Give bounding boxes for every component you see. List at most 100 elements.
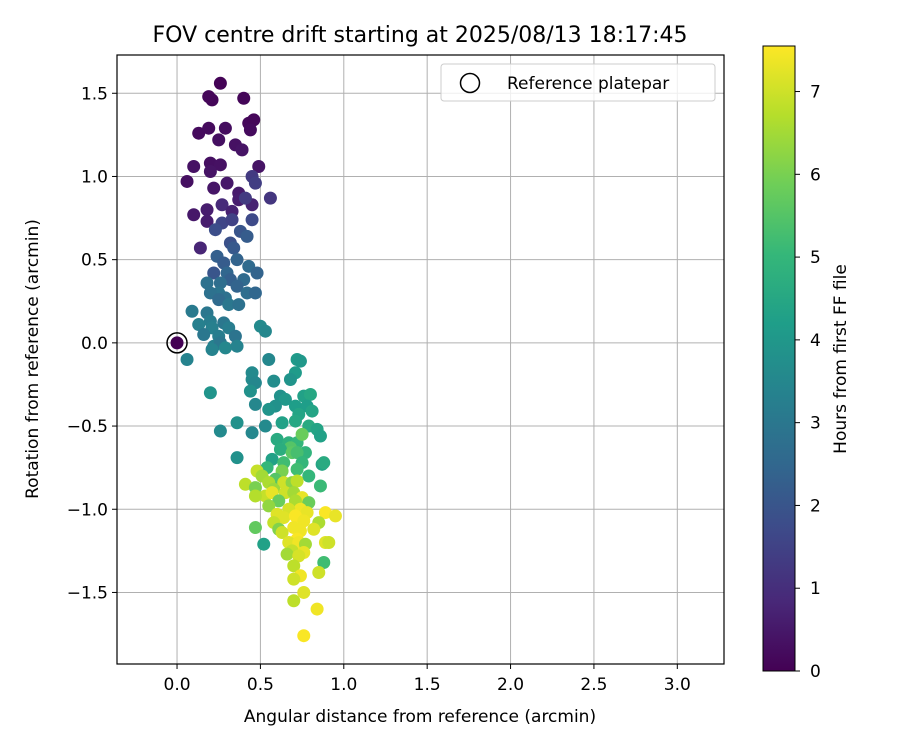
data-point [243,384,257,398]
data-point [277,511,291,525]
data-point [207,181,221,195]
data-point [317,456,331,470]
data-point [287,594,301,608]
data-point [212,133,226,147]
data-point [202,121,216,135]
x-axis-label: Angular distance from reference (arcmin) [244,707,596,727]
data-point [272,494,286,508]
data-point [252,159,266,173]
colorbar-tick-label: 4 [810,331,821,351]
y-tick-label: 0.0 [81,334,108,354]
data-point [200,214,214,228]
data-point [283,372,297,386]
data-point [287,572,301,586]
data-points [180,76,342,643]
data-point [258,324,272,338]
data-point [258,419,272,433]
data-point [248,286,262,300]
data-point [192,126,206,140]
grid-lines [117,55,724,664]
data-point [230,253,244,267]
plot-frame [116,54,725,665]
data-point [263,191,277,205]
data-point [275,526,289,540]
data-point [205,343,219,357]
colorbar-tick-label: 0 [810,662,821,682]
data-point [247,113,261,127]
data-point [213,276,227,290]
data-point [218,341,232,355]
x-tick-label: 1.5 [414,675,441,695]
data-point [312,565,326,579]
data-point [278,392,292,406]
y-tick-label: 1.5 [81,84,108,104]
data-point [250,266,264,280]
data-point [273,442,287,456]
data-point [180,174,194,188]
x-tick-label: 0.0 [164,675,191,695]
data-point [297,629,311,643]
colorbar-label: Hours from first FF file [831,264,851,454]
data-point [217,256,231,270]
data-point [203,164,217,178]
data-point [245,213,259,227]
data-point [313,479,327,493]
data-point [207,266,221,280]
data-point [245,426,259,440]
colorbar-tick-label: 1 [810,579,821,599]
data-point [288,414,302,428]
data-point [213,158,227,172]
data-point [230,416,244,430]
data-point [267,374,281,388]
data-point [200,276,214,290]
data-point [270,432,284,446]
data-point [225,213,239,227]
data-point [290,474,304,488]
colorbar-tick-label: 7 [810,83,821,103]
data-point [235,143,249,157]
data-point [200,203,214,217]
data-point [230,339,244,353]
y-tick-label: 1.0 [81,167,108,187]
data-point [220,176,234,190]
reference-point [170,336,184,350]
data-point [290,446,304,460]
data-point [310,602,324,616]
y-axis-ticks: −1.5 −1.0 −0.5 0.0 0.5 1.0 1.5 [67,84,117,603]
data-point [237,91,251,105]
reference-ring [166,332,188,354]
data-point [328,509,342,523]
data-point [227,241,241,255]
data-point [262,353,276,366]
y-tick-label: −1.0 [67,500,108,520]
data-point [322,536,336,550]
x-axis-ticks: 0.0 0.5 1.0 1.5 2.0 2.5 3.0 [164,664,691,695]
data-point [307,522,321,536]
data-point [243,123,257,137]
data-point [193,241,207,255]
data-point [222,298,236,312]
y-axis-label: Rotation from reference (arcmin) [23,219,43,499]
data-point [212,293,226,307]
data-point [290,462,304,476]
legend-marker [459,72,481,94]
data-point [293,354,307,368]
x-tick-label: 2.0 [497,675,524,695]
data-point [305,404,319,418]
data-point [292,549,306,563]
data-point [240,229,254,243]
data-point [295,427,309,441]
data-point [215,198,229,212]
data-point [218,121,232,135]
data-point [303,387,317,401]
legend: Reference platepar [440,63,716,102]
data-point [187,159,201,173]
data-point [248,397,262,411]
data-point [257,537,271,551]
data-point [202,90,216,104]
chart-title: FOV centre drift starting at 2025/08/13 … [153,23,688,48]
data-point [238,477,252,491]
data-point [232,298,246,312]
data-point [297,514,311,528]
